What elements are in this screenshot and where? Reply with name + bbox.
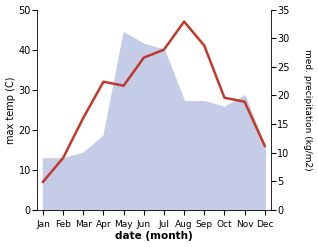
- X-axis label: date (month): date (month): [115, 231, 193, 242]
- Y-axis label: med. precipitation (kg/m2): med. precipitation (kg/m2): [303, 49, 313, 171]
- Y-axis label: max temp (C): max temp (C): [5, 76, 16, 144]
